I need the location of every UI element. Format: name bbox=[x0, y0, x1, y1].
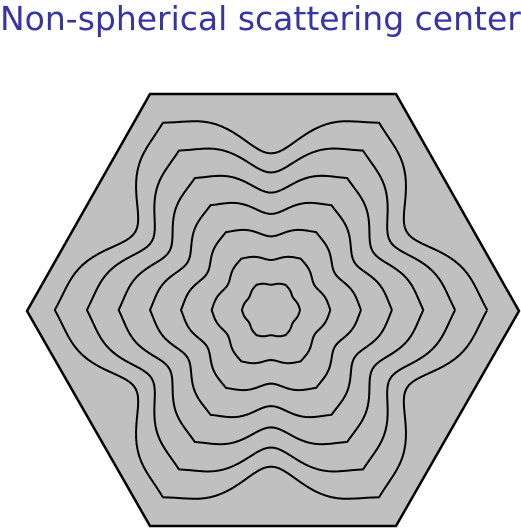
contour-line bbox=[210, 255, 332, 365]
contour-line bbox=[179, 228, 362, 392]
contour-line bbox=[53, 120, 489, 500]
contour-line bbox=[240, 282, 302, 338]
contour-line bbox=[117, 174, 425, 446]
contour-lines bbox=[53, 120, 489, 500]
contour-line bbox=[85, 147, 456, 473]
page-title: Non-spherical scattering center bbox=[0, 0, 521, 38]
hexagon-cell bbox=[25, 92, 521, 528]
contour-line bbox=[148, 201, 393, 419]
